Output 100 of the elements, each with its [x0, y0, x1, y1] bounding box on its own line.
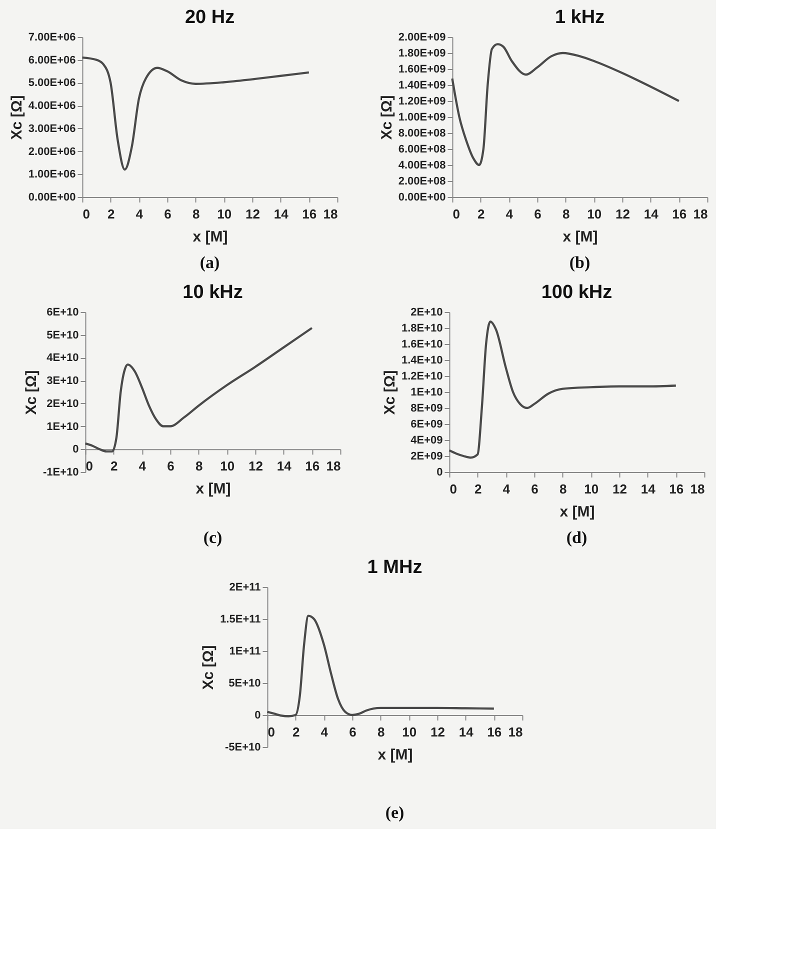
text: (a): [200, 253, 220, 272]
x-tick-label: 4: [502, 482, 511, 496]
y-tick-label: 2.00E+08: [398, 176, 446, 188]
x-tick-label: 6: [531, 482, 538, 496]
x-tick-label: 8: [559, 482, 567, 496]
x-tick-label: 4: [506, 206, 514, 222]
text: (c): [203, 528, 222, 547]
chart-title: 1 kHz: [554, 7, 605, 28]
y-tick-label: 2.00E+06: [28, 146, 76, 158]
y-tick-label: 2E+09: [410, 450, 443, 462]
line-series: [448, 320, 678, 459]
y-tick-label: 5.00E+06: [28, 77, 76, 90]
x-tick-label: 10: [220, 458, 235, 474]
x-tick-label: 6: [534, 206, 542, 222]
line-series: [84, 326, 314, 453]
y-tick-label: 1.00E+09: [398, 112, 446, 124]
y-axis-title: Xc [Ω]: [200, 645, 218, 690]
y-tick-label: 4.00E+06: [28, 100, 76, 112]
y-tick-label: -5E+10: [224, 742, 261, 754]
x-tick-label: 8: [192, 206, 200, 222]
y-tick-label: 1.60E+09: [398, 64, 446, 76]
y-tick-label: 1.4E+10: [401, 354, 443, 366]
y-tick-label: 1E+11: [229, 646, 261, 658]
x-tick-label: 12: [616, 206, 630, 222]
chart-title: 20 Hz: [184, 7, 235, 28]
y-tick-label: 3E+10: [46, 375, 79, 388]
text: (d): [566, 528, 588, 547]
y-axis-title: Xc [Ω]: [378, 95, 396, 140]
x-tick-label: 18: [693, 206, 708, 222]
x-tick-label: 12: [612, 482, 627, 496]
x-axis-title: x [M]: [192, 228, 228, 246]
x-tick-label: 10: [587, 206, 602, 222]
y-tick-label: 4.00E+08: [398, 160, 446, 172]
x-tick-label: 2: [292, 724, 300, 740]
x-tick-label: 18: [323, 206, 338, 222]
x-tick-label: 0: [450, 482, 457, 496]
x-tick-label: 14: [640, 482, 656, 496]
y-tick-label: 6E+10: [46, 306, 79, 318]
x-tick-label: 8: [195, 458, 203, 474]
y-tick-label: 0.00E+00: [28, 192, 76, 204]
x-tick-label: 8: [377, 724, 385, 740]
y-tick-label: 6.00E+08: [398, 144, 446, 156]
x-tick-label: 18: [690, 482, 705, 496]
x-axis-title: x [M]: [196, 480, 231, 498]
y-tick-label: 6E+09: [410, 418, 443, 430]
y-tick-label: 5E+10: [46, 329, 79, 342]
chart-title: 10 kHz: [182, 282, 243, 303]
y-tick-label: 5E+10: [228, 678, 261, 690]
y-tick-label: -1E+10: [42, 466, 79, 478]
y-tick-label: 4E+10: [46, 352, 79, 364]
x-tick-label: 16: [302, 206, 317, 222]
y-tick-label: 1.00E+06: [28, 168, 76, 181]
y-tick-label: 1.2E+10: [401, 370, 443, 382]
y-tick-label: 2E+10: [46, 398, 79, 410]
y-axis-title: Xc [Ω]: [8, 95, 26, 140]
text: (e): [385, 803, 404, 822]
text: (b): [569, 253, 590, 272]
x-tick-label: 16: [305, 458, 320, 474]
x-tick-label: 14: [644, 206, 660, 222]
x-tick-label: 12: [248, 458, 263, 474]
x-tick-label: 2: [107, 206, 115, 222]
y-tick-label: 3.00E+06: [28, 122, 76, 135]
y-tick-label: 7.00E+06: [28, 32, 76, 44]
y-tick-label: 2E+10: [410, 306, 443, 318]
y-tick-label: 1.5E+11: [220, 614, 261, 626]
x-tick-label: 2: [474, 482, 482, 496]
x-tick-label: 0: [82, 206, 90, 222]
y-tick-label: 4E+09: [410, 434, 443, 446]
x-tick-label: 4: [138, 458, 147, 474]
chart-title: 1 MHz: [367, 557, 422, 578]
x-tick-label: 16: [487, 724, 502, 740]
x-tick-label: 0: [86, 458, 93, 474]
x-tick-label: 16: [669, 482, 684, 496]
y-tick-label: 1.40E+09: [398, 80, 446, 92]
x-tick-label: 10: [584, 482, 599, 496]
chart-title: 100 kHz: [541, 282, 612, 303]
y-tick-label: 1E+10: [410, 386, 443, 398]
x-tick-label: 14: [458, 724, 474, 740]
x-tick-label: 4: [320, 724, 329, 740]
y-tick-label: 6.00E+06: [28, 54, 76, 66]
x-axis-title: x [M]: [562, 228, 598, 246]
y-tick-label: 1.80E+09: [398, 48, 446, 60]
y-tick-label: 1.8E+10: [401, 322, 443, 334]
line-series: [81, 56, 310, 171]
y-tick-label: 0: [72, 444, 79, 456]
x-tick-label: 12: [430, 724, 445, 740]
x-axis-title: x [M]: [560, 504, 595, 520]
y-tick-label: 2.00E+09: [398, 32, 446, 44]
x-tick-label: 6: [349, 724, 356, 740]
x-tick-label: 18: [508, 724, 523, 740]
y-tick-label: 8.00E+08: [398, 128, 446, 140]
x-tick-label: 10: [217, 206, 232, 222]
x-tick-label: 6: [167, 458, 174, 474]
y-axis-title: Xc [Ω]: [381, 370, 398, 415]
x-tick-label: 2: [110, 458, 118, 474]
y-tick-label: 1.20E+09: [398, 96, 446, 108]
y-tick-label: 8E+09: [410, 402, 443, 414]
x-axis-title: x [M]: [378, 746, 413, 764]
y-tick-label: 1E+10: [46, 420, 79, 433]
x-tick-label: 12: [246, 206, 260, 222]
